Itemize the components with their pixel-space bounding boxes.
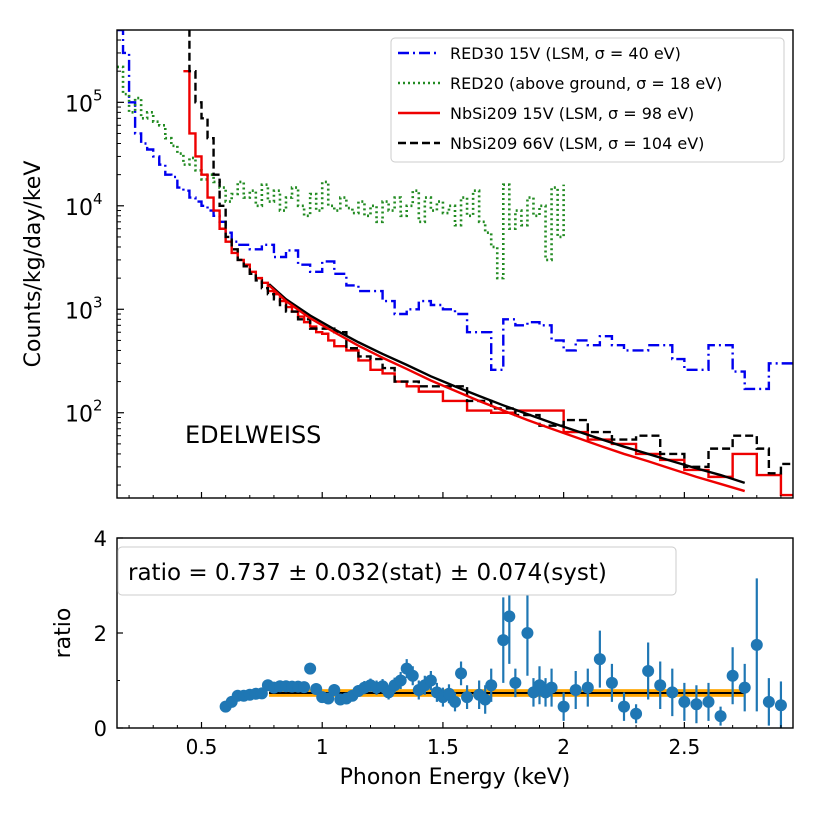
legend-label: NbSi209 15V (LSM, σ = 98 eV) <box>450 104 694 123</box>
x-tick-label: 2 <box>557 735 570 759</box>
bottom-y-ticks: 0 2 4 <box>94 527 123 741</box>
ratio-point <box>406 669 419 682</box>
series-fit <box>268 283 746 485</box>
top-y-tick-exponent: 5 <box>93 86 103 104</box>
ratio-point <box>485 679 498 692</box>
ratio-point <box>738 681 751 694</box>
x-tick-label: 2.5 <box>668 735 700 759</box>
ratio-point <box>322 692 335 705</box>
top-y-tick-label: 105 <box>65 86 103 117</box>
legend: RED30 15V (LSM, σ = 40 eV) RED20 (above g… <box>390 37 785 163</box>
ratio-point <box>298 681 311 694</box>
ratio-point <box>605 676 618 689</box>
legend-label: NbSi209 66V (LSM, σ = 104 eV) <box>450 134 704 153</box>
ratio-point <box>424 674 437 687</box>
ratio-point <box>545 681 558 694</box>
bottom-y-axis-label: ratio <box>51 608 76 659</box>
bottom-y-tick-label: 0 <box>94 717 107 741</box>
x-axis-label: Phonon Energy (keV) <box>340 765 571 790</box>
ratio-point <box>750 638 763 651</box>
ratio-point <box>304 662 317 675</box>
series-red30-15v-lsm-40-ev <box>117 30 793 391</box>
ratio-point <box>678 695 691 708</box>
edelweiss-annotation: EDELWEISS <box>185 421 321 449</box>
ratio-point <box>714 710 727 723</box>
ratio-point <box>618 700 630 713</box>
ratio-point <box>642 665 655 677</box>
ratio-point <box>449 695 461 708</box>
top-series-layer <box>117 30 793 497</box>
top-y-tick-exponent: 2 <box>93 397 103 415</box>
ratio-point <box>702 695 715 708</box>
top-y-tick-exponent: 4 <box>93 190 103 208</box>
top-y-axis-label: Counts/kg/day/keV <box>21 161 46 368</box>
ratio-point <box>666 686 679 699</box>
ratio-point <box>593 653 606 666</box>
top-panel: 102 103 104 105 Counts/kg/day/keV EDELWEISS… <box>21 29 794 499</box>
ratio-point <box>509 676 522 689</box>
ratio-point <box>497 634 510 647</box>
ratio-point <box>479 693 492 706</box>
bottom-panel: 0.5 1 1.5 2 2.5 0 2 4 ratio Phonon Energy (keV… <box>51 527 794 790</box>
bottom-series-layer <box>219 568 787 728</box>
ratio-point <box>521 627 534 639</box>
bottom-y-tick-label: 4 <box>94 527 107 551</box>
ratio-point <box>503 610 516 623</box>
top-y-tick-label: 102 <box>65 397 103 428</box>
top-y-tick-label: 104 <box>65 190 103 221</box>
x-tick-label: 1 <box>316 735 329 759</box>
legend-frame <box>390 37 785 163</box>
ratio-point <box>726 669 739 682</box>
ratio-point <box>455 667 468 680</box>
top-y-tick-exponent: 3 <box>93 293 103 311</box>
ratio-point <box>557 700 570 713</box>
ratio-point <box>630 707 643 720</box>
legend-label: RED30 15V (LSM, σ = 40 eV) <box>450 44 681 63</box>
x-tick-label: 1.5 <box>427 735 459 759</box>
legend-label: RED20 (above ground, σ = 18 eV) <box>450 74 722 93</box>
ratio-point <box>654 679 667 692</box>
bottom-y-tick-label: 2 <box>94 622 107 646</box>
ratio-point <box>690 698 703 711</box>
series-red20-above-ground-18-ev <box>117 65 565 280</box>
top-y-ticks: 102 103 104 105 <box>65 29 124 486</box>
ratio-point <box>762 695 775 708</box>
series-fit-red <box>268 284 746 493</box>
top-y-tick-label: 103 <box>65 293 103 324</box>
ratio-point <box>581 681 594 694</box>
ratio-annotation-box <box>117 546 677 596</box>
bottom-x-ticks: 0.5 1 1.5 2 2.5 <box>128 722 782 759</box>
legend-items: RED30 15V (LSM, σ = 40 eV) RED20 (above g… <box>398 44 722 153</box>
ratio-point <box>461 691 474 704</box>
ratio-annotation: ratio = 0.737 ± 0.032(stat) ± 0.074(syst… <box>128 560 607 586</box>
ratio-point <box>394 674 407 687</box>
top-axes-frame <box>116 29 794 499</box>
x-tick-label: 0.5 <box>186 735 218 759</box>
ratio-point <box>328 684 341 696</box>
top-x-ticks <box>128 492 782 498</box>
ratio-point <box>569 684 582 696</box>
ratio-point <box>774 699 787 712</box>
